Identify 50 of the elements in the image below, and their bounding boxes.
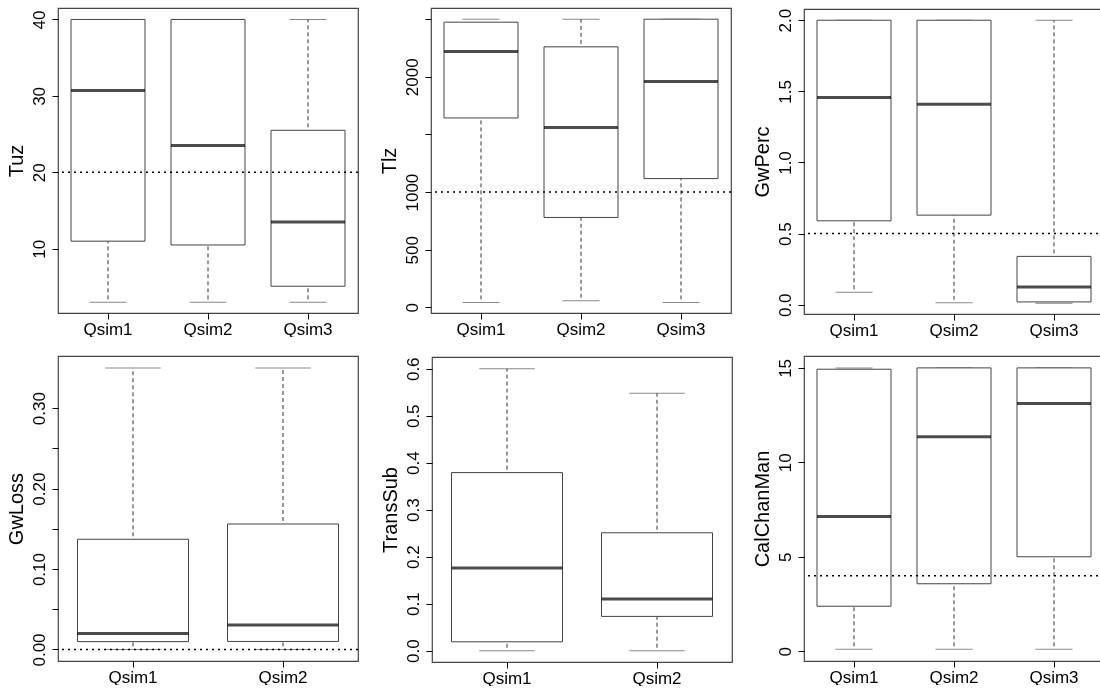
y-tick-label: 0.4 xyxy=(403,451,423,476)
y-axis-title: Tlz xyxy=(377,147,400,175)
y-tick-label: 0 xyxy=(402,303,422,313)
y-tick-label: 1.5 xyxy=(775,80,795,104)
y-tick-label: 2000 xyxy=(402,58,422,97)
y-tick-label: 2.0 xyxy=(775,8,795,33)
y-tick-label: 0.30 xyxy=(29,392,49,426)
x-tick-label: Qsim1 xyxy=(456,319,506,339)
x-tick-label: Qsim2 xyxy=(632,668,682,688)
y-tick-label: 5 xyxy=(775,552,795,562)
y-axis-title: GwLoss xyxy=(4,472,27,546)
y-tick-label: 0.1 xyxy=(403,592,423,617)
y-tick-label: 10 xyxy=(775,453,795,473)
x-tick-label: Qsim1 xyxy=(108,667,158,687)
y-tick-label: 500 xyxy=(402,236,422,265)
y-tick-label: 0.0 xyxy=(403,639,423,664)
x-tick-label: Qsim2 xyxy=(183,319,233,339)
x-tick-label: Qsim3 xyxy=(1029,667,1079,687)
y-tick-label: 0.5 xyxy=(775,222,795,246)
y-tick-label: 30 xyxy=(29,86,49,106)
x-tick-label: Qsim2 xyxy=(929,667,979,687)
x-tick-label: Qsim3 xyxy=(656,319,706,339)
x-tick-label: Qsim1 xyxy=(829,667,879,687)
y-axis-title: CalChanMan xyxy=(750,450,773,568)
y-tick-label: 10 xyxy=(29,239,49,259)
y-axis-title: Tuz xyxy=(4,144,27,178)
y-axis-title: TransSub xyxy=(378,467,401,553)
y-tick-label: 0.10 xyxy=(29,552,49,587)
y-tick-label: 0.00 xyxy=(29,633,49,667)
y-tick-label: 0.3 xyxy=(403,498,423,523)
y-tick-label: 40 xyxy=(29,10,49,30)
y-tick-label: 0.20 xyxy=(29,472,49,506)
x-tick-label: Qsim2 xyxy=(556,319,606,339)
y-tick-label: 0.5 xyxy=(403,404,423,429)
y-tick-label: 0.0 xyxy=(775,293,795,318)
y-tick-label: 0.2 xyxy=(403,545,423,570)
y-axis-title: GwPerc xyxy=(750,126,773,198)
x-tick-label: Qsim1 xyxy=(829,320,879,340)
y-tick-label: 20 xyxy=(29,163,49,183)
x-tick-label: Qsim2 xyxy=(929,320,979,340)
y-tick-label: 15 xyxy=(775,358,795,378)
x-tick-label: Qsim3 xyxy=(283,319,333,339)
y-tick-label: 0 xyxy=(775,646,795,657)
x-tick-label: Qsim1 xyxy=(83,319,133,339)
y-tick-label: 1.0 xyxy=(775,151,795,175)
y-tick-label: 0.6 xyxy=(403,357,423,382)
x-tick-label: Qsim3 xyxy=(1029,320,1079,340)
x-tick-label: Qsim1 xyxy=(482,668,532,688)
y-tick-label: 1000 xyxy=(402,173,422,212)
x-tick-label: Qsim2 xyxy=(258,667,308,687)
